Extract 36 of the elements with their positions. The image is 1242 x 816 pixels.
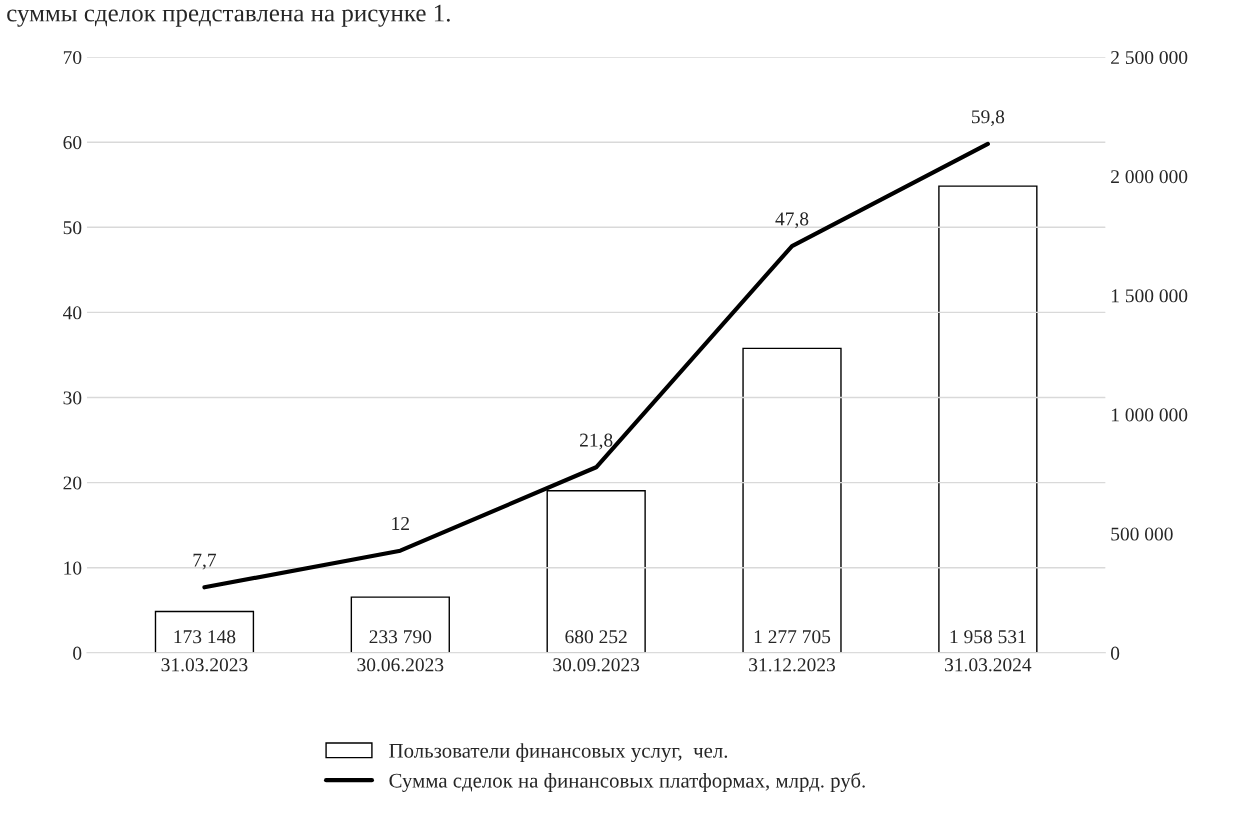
data-label: 7,7 [193,553,217,570]
data-label: 1 958 531 [950,630,1026,644]
bar [742,347,842,653]
data-label: 1 277 705 [754,630,831,644]
y2-tick-label: 500 000 [1111,527,1173,541]
y-tick-label: 30 [63,391,82,405]
x-tick-label: 30.06.2023 [357,658,444,672]
y-tick-label: 70 [63,50,82,65]
y2-tick-label: 1 000 000 [1111,408,1188,422]
y-tick-label: 50 [63,221,82,235]
y2-tick-label: 2 000 000 [1111,170,1188,184]
x-tick-label: 31.03.2024 [945,658,1032,672]
y-tick-label: 20 [63,476,82,490]
text: суммы сделок представлена на рисунке 1. [7,4,450,27]
y-tick-label: 60 [63,136,82,150]
legend-label: Сумма сделок на финансовых платформах, млрд. руб. [389,772,865,792]
y-tick-label: 0 [73,646,82,660]
data-label: 233 790 [369,630,432,644]
x-tick-label: 30.09.2023 [553,658,640,672]
y2-tick-label: 2 500 000 [1111,50,1188,65]
y-tick-label: 40 [63,306,82,320]
data-label: 12 [392,517,409,530]
legend-label: Пользователи финансовых услуг, чел. [389,743,728,763]
x-tick-label: 31.03.2023 [161,658,248,672]
data-label: 21,8 [580,433,613,450]
bar [154,610,255,653]
y-tick-label: 10 [64,561,82,575]
y2-tick-label: 0 [1110,646,1120,660]
x-tick-label: 31.12.2023 [749,658,835,672]
data-label: 59,8 [971,110,1005,127]
data-label: 680 252 [565,630,627,644]
y2-tick-label: 1 500 000 [1111,289,1188,303]
bar [938,185,1038,653]
data-label: 173 148 [174,630,236,644]
data-label: 47,8 [775,212,809,229]
bar [350,596,450,653]
